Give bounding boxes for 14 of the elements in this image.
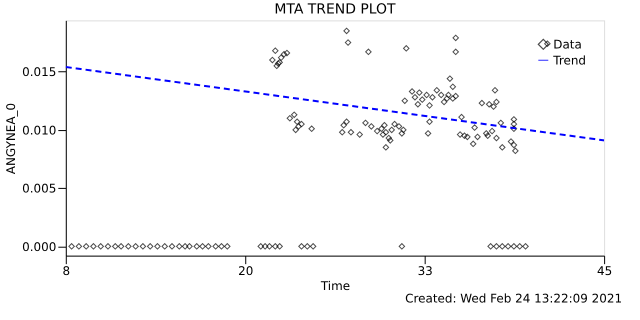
legend-label: Data [553, 37, 582, 52]
y-tick-label: 0.015 [22, 65, 56, 80]
x-tick-label: 8 [62, 264, 70, 278]
chart-title: MTA TREND PLOT [274, 1, 396, 18]
text: Created: Wed Feb 24 13:22:09 2021 [405, 292, 622, 306]
y-tick-label: 0.010 [22, 123, 56, 138]
x-tick-label: 20 [238, 264, 254, 278]
legend-label: Trend [552, 53, 586, 68]
x-tick-label: 33 [418, 264, 433, 278]
y-tick-label: 0.005 [22, 182, 56, 196]
x-tick-label: 45 [597, 264, 612, 278]
y-tick-label: 0.000 [22, 240, 56, 254]
x-axis-title: Time [320, 279, 350, 294]
y-axis-title: ANGYNEA_0 [4, 102, 18, 174]
